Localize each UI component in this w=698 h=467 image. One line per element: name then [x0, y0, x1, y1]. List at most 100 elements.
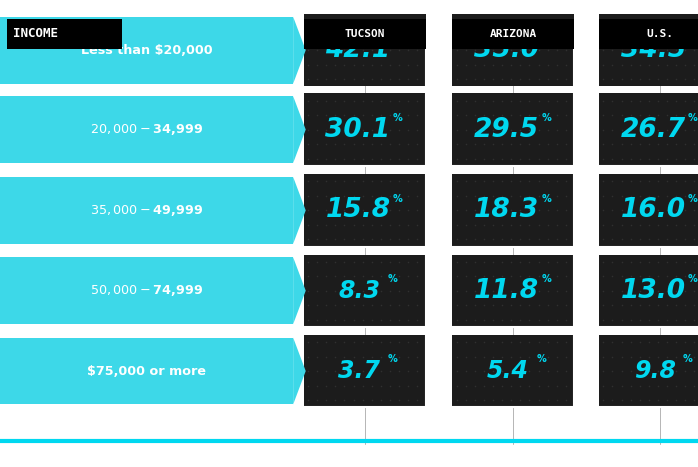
Point	[311, 382, 322, 389]
Point	[625, 76, 637, 83]
Point	[339, 353, 350, 361]
Point	[366, 111, 378, 119]
Bar	[304, 335, 426, 407]
Point	[487, 207, 498, 214]
Point	[625, 32, 637, 40]
Point	[339, 17, 350, 25]
Point	[348, 140, 359, 148]
Point	[625, 367, 637, 375]
Point	[643, 155, 654, 163]
Point	[524, 155, 535, 163]
Point	[542, 338, 553, 346]
Point	[461, 192, 472, 200]
Point	[625, 353, 637, 361]
Point	[451, 32, 462, 40]
Point	[403, 316, 414, 323]
Point	[469, 302, 480, 309]
Bar	[0, 96, 293, 163]
Point	[394, 155, 405, 163]
Point	[497, 396, 508, 403]
Point	[303, 97, 314, 104]
Point	[329, 111, 341, 119]
Point	[551, 235, 563, 243]
Point	[634, 177, 645, 185]
Point	[560, 207, 571, 214]
Point	[497, 235, 508, 243]
Point	[469, 111, 480, 119]
Point	[652, 155, 663, 163]
Point	[643, 258, 654, 265]
Point	[412, 235, 423, 243]
Point	[616, 221, 627, 229]
Point	[487, 287, 498, 294]
Point	[560, 140, 571, 148]
Point	[376, 47, 387, 54]
Point	[515, 61, 526, 68]
Point	[524, 302, 535, 309]
Point	[376, 192, 387, 200]
Point	[542, 17, 553, 25]
Polygon shape	[293, 338, 306, 404]
Point	[652, 302, 663, 309]
Point	[385, 338, 396, 346]
Point	[634, 192, 645, 200]
Bar	[304, 14, 426, 86]
Point	[524, 111, 535, 119]
Point	[597, 235, 609, 243]
Point	[451, 367, 462, 375]
Point	[329, 207, 341, 214]
Polygon shape	[293, 257, 306, 324]
Point	[505, 155, 517, 163]
Point	[560, 177, 571, 185]
Point	[403, 338, 414, 346]
Point	[469, 47, 480, 54]
Text: %: %	[683, 354, 692, 364]
Point	[487, 177, 498, 185]
Point	[403, 177, 414, 185]
Point	[412, 61, 423, 68]
Point	[403, 367, 414, 375]
Point	[688, 97, 698, 104]
Point	[597, 316, 609, 323]
Point	[394, 235, 405, 243]
Point	[515, 258, 526, 265]
Point	[560, 76, 571, 83]
Point	[634, 367, 645, 375]
Point	[661, 155, 672, 163]
Point	[597, 367, 609, 375]
Text: $50,000 - $74,999: $50,000 - $74,999	[90, 283, 203, 298]
Point	[311, 192, 322, 200]
Point	[348, 287, 359, 294]
Point	[329, 126, 341, 133]
Point	[652, 47, 663, 54]
Point	[412, 272, 423, 280]
Point	[597, 155, 609, 163]
Bar	[599, 19, 698, 49]
Point	[551, 287, 563, 294]
Point	[376, 287, 387, 294]
Point	[320, 235, 332, 243]
Point	[357, 272, 369, 280]
Point	[634, 221, 645, 229]
Point	[479, 302, 490, 309]
Point	[339, 76, 350, 83]
Point	[670, 207, 681, 214]
Point	[597, 61, 609, 68]
Point	[560, 258, 571, 265]
Point	[616, 396, 627, 403]
Point	[479, 316, 490, 323]
Point	[469, 221, 480, 229]
Point	[607, 338, 618, 346]
Text: 29.5: 29.5	[474, 117, 540, 142]
Point	[303, 126, 314, 133]
Point	[505, 61, 517, 68]
Bar	[452, 335, 574, 407]
Point	[451, 47, 462, 54]
Point	[403, 155, 414, 163]
Point	[497, 97, 508, 104]
Point	[661, 207, 672, 214]
Point	[339, 382, 350, 389]
Point	[329, 272, 341, 280]
Point	[320, 382, 332, 389]
Point	[625, 272, 637, 280]
